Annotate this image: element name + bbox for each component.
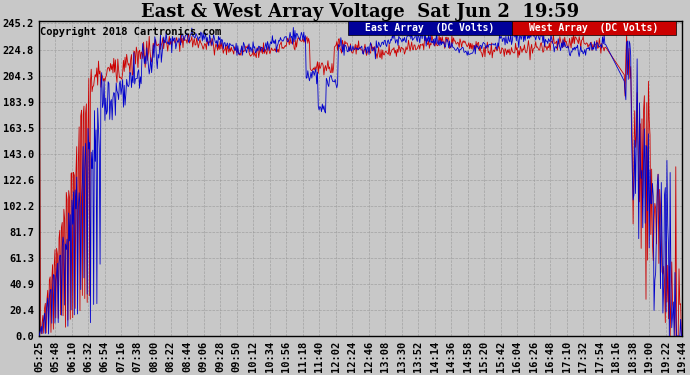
Text: East Array  (DC Volts): East Array (DC Volts) xyxy=(365,23,494,33)
FancyBboxPatch shape xyxy=(348,21,512,35)
Text: West Array  (DC Volts): West Array (DC Volts) xyxy=(529,23,658,33)
FancyBboxPatch shape xyxy=(512,21,676,35)
Title: East & West Array Voltage  Sat Jun 2  19:59: East & West Array Voltage Sat Jun 2 19:5… xyxy=(141,3,580,21)
Text: Copyright 2018 Cartronics.com: Copyright 2018 Cartronics.com xyxy=(39,27,221,37)
